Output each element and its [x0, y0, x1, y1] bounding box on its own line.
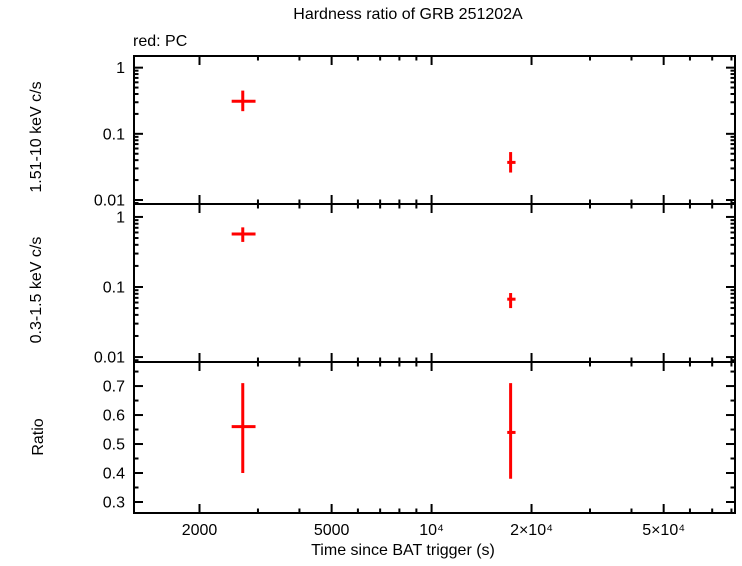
y-tick-label-hard-rate: 1: [116, 60, 125, 77]
panel-frame-soft-rate: [133, 203, 736, 363]
y-tick-label-soft-rate: 0.01: [94, 350, 125, 367]
x-tick-label: 5000: [314, 522, 350, 539]
y-tick-label-ratio: 0.3: [103, 494, 125, 511]
y-tick-label-ratio: 0.6: [103, 408, 125, 425]
y-tick-label-ratio: 0.7: [103, 379, 125, 396]
y-tick-label-soft-rate: 0.1: [103, 279, 125, 296]
y-tick-label-hard-rate: 0.1: [103, 126, 125, 143]
panel-frame-ratio: [133, 361, 736, 514]
x-tick-label: 2000: [182, 522, 218, 539]
legend-pc-mode-label: red: PC: [133, 33, 188, 50]
x-axis-label: Time since BAT trigger (s): [311, 542, 495, 559]
x-tick-label: 10⁴: [419, 522, 444, 539]
y-tick-label-ratio: 0.4: [103, 466, 125, 483]
x-tick-label: 2×10⁴: [510, 522, 553, 539]
y-tick-label-soft-rate: 1: [116, 209, 125, 226]
y-tick-label-ratio: 0.5: [103, 437, 125, 454]
chart-title: Hardness ratio of GRB 251202A: [293, 6, 523, 23]
panel-frame-hard-rate: [133, 55, 736, 205]
y-tick-label-hard-rate: 0.01: [94, 192, 125, 209]
x-tick-label: 5×10⁴: [642, 522, 685, 539]
